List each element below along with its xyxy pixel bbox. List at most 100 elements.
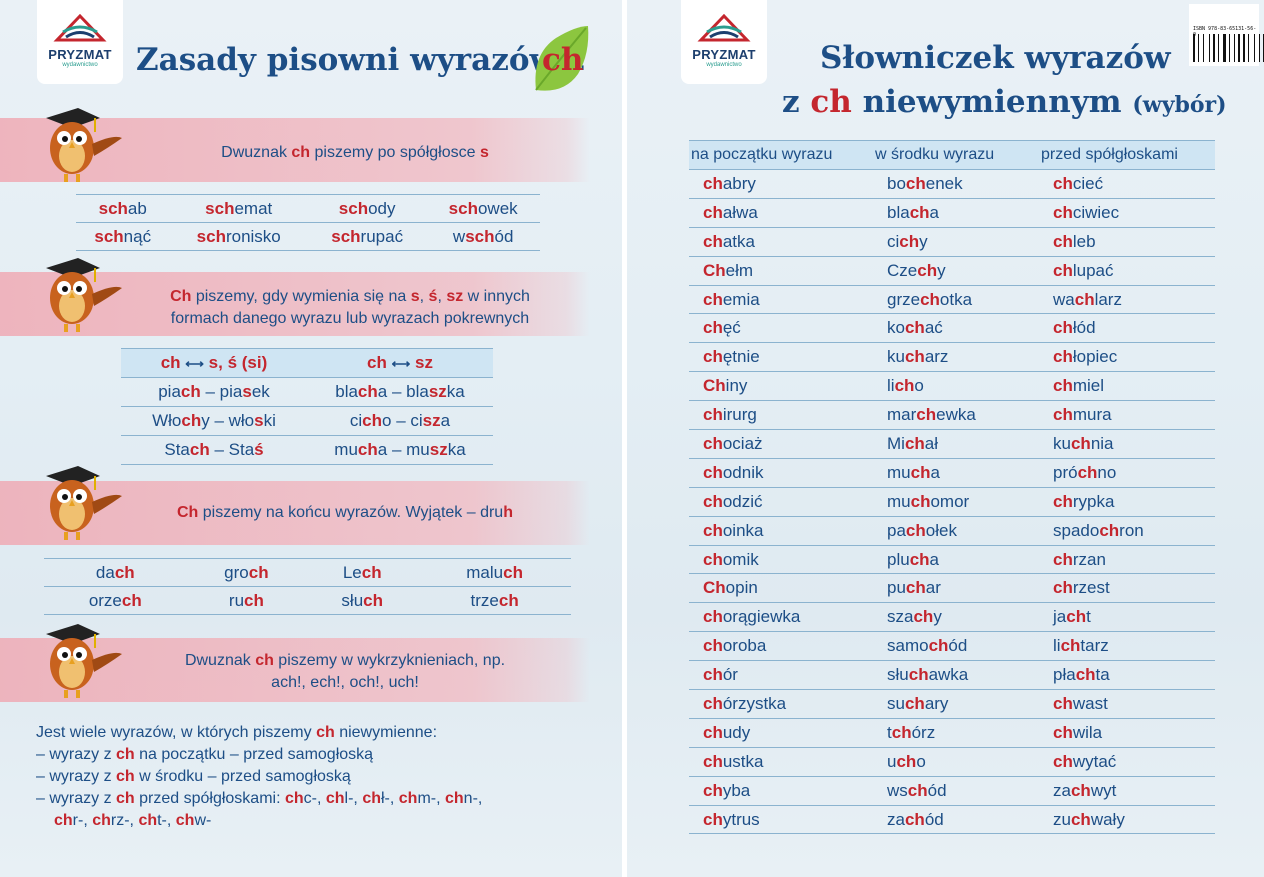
dict-cell: chmiel <box>1039 371 1215 402</box>
dict-text: a <box>929 202 939 222</box>
word-rest: ód <box>494 226 514 246</box>
dict-text: Mi <box>887 433 905 453</box>
word-cell: schronisko <box>169 222 308 251</box>
dict-text: ja <box>1053 607 1067 627</box>
dict-text: opin <box>725 578 758 598</box>
dict-text: otka <box>939 289 973 309</box>
owl-icon <box>46 624 122 698</box>
dict-text: órz <box>911 722 936 742</box>
dict-red: ch <box>894 376 915 396</box>
pair-text: ka <box>447 440 466 459</box>
dict-text: plu <box>887 549 910 569</box>
dict-text: li <box>1053 636 1061 656</box>
pair-cell: Włochy – włoski <box>121 406 307 436</box>
dict-cell: muchomor <box>873 487 1039 517</box>
note-1-ch: ch <box>116 746 135 763</box>
head-sz: sz <box>414 353 433 372</box>
dict-text: ewka <box>936 405 976 425</box>
dict-text: ku <box>1053 433 1071 453</box>
pair-text: – pia <box>200 382 243 401</box>
cluster-ch: ch <box>175 812 195 829</box>
dict-red: ch <box>910 462 931 482</box>
note-4-clusters: chr-, chrz-, cht-, chw- <box>36 810 482 832</box>
rule-band-2 <box>0 272 590 336</box>
note-3-ch: ch <box>116 790 135 807</box>
right-title-small: (wybór) <box>1132 92 1227 118</box>
table-row: dach groch Lech maluch <box>44 558 571 587</box>
dict-text: ustka <box>722 751 764 771</box>
dict-cell: chór <box>689 660 873 691</box>
dict-text: mura <box>1072 405 1112 425</box>
dict-text: zu <box>1053 809 1071 829</box>
barcode-bar <box>1238 34 1240 62</box>
rule-2-s: s <box>410 288 420 305</box>
dict-cell: Chopin <box>689 573 873 604</box>
left-title: Zasady pisowni wyrazów z <box>136 42 585 78</box>
table-row: Stach – Staś mucha – muszka <box>121 435 493 465</box>
dict-cell: Chełm <box>689 256 873 286</box>
dict-cell: zuchwały <box>1039 805 1215 835</box>
dict-cell: chorągiewka <box>689 602 873 633</box>
pair-red: s <box>254 411 264 430</box>
dict-text: ód <box>927 780 947 800</box>
right-title-z: z <box>782 84 811 120</box>
rule-4-pre: Dwuznak <box>184 652 256 669</box>
word-rest: rupać <box>360 226 404 246</box>
rule-band-4 <box>0 638 590 702</box>
dict-cell: kucharz <box>873 342 1039 373</box>
pair-text: o – ci <box>382 411 423 430</box>
col-head-consonants: przed spółgłoskami <box>1039 140 1215 170</box>
dict-text: pa <box>887 520 906 540</box>
note-3-post: przed spółgłoskami: <box>134 790 285 807</box>
dict-cell: chętnie <box>689 342 873 373</box>
dict-red: ch <box>1070 780 1091 800</box>
dict-red: ch <box>905 578 926 598</box>
rule-3-t1: piszemy na końcu wyrazów. Wyjątek – dru <box>198 504 504 521</box>
dict-cell: kochać <box>873 313 1039 344</box>
dict-cell: samochód <box>873 631 1039 662</box>
dict-text: ętnie <box>722 347 760 367</box>
brand-sub: wydawnictwo <box>62 62 98 68</box>
right-title-mid: niewymiennym <box>851 84 1133 120</box>
notes-item-1: – wyrazy z ch na początku – przed samogł… <box>36 744 482 766</box>
dict-text: enek <box>925 173 963 193</box>
dict-red: ch <box>1053 231 1073 251</box>
pair-red: ch <box>189 440 210 459</box>
dict-text: ary <box>924 693 949 713</box>
word-cell: schrupać <box>308 222 427 251</box>
word-red: sch <box>98 198 128 218</box>
word-cell: Lech <box>306 558 419 587</box>
dict-red: ch <box>908 665 929 685</box>
word-red: sch <box>465 226 495 246</box>
dict-red: ch <box>703 173 723 193</box>
word-cell: schab <box>76 194 170 223</box>
dict-text: li <box>887 376 895 396</box>
table-row: chorągiewka szachy jacht <box>689 602 1215 633</box>
dict-cell: chyba <box>689 776 873 806</box>
dict-red: ch <box>1053 202 1073 222</box>
arrow-both-icon: ⟷ <box>185 356 204 371</box>
dict-text: y <box>933 607 942 627</box>
dict-cell: chęć <box>689 313 873 344</box>
dict-cell: chatka <box>689 227 873 257</box>
dict-cell: Chiny <box>689 371 873 402</box>
dict-text: ar <box>925 578 941 598</box>
dict-text: iny <box>725 376 748 396</box>
dict-text: nia <box>1090 433 1114 453</box>
note-2-pre: – wyrazy z <box>36 768 117 785</box>
barcode-bar <box>1218 34 1219 62</box>
dict-cell: Czechy <box>873 256 1039 286</box>
head-ch-1: ch <box>160 353 181 372</box>
table-row: Chełm Czechy chlupać <box>689 256 1215 286</box>
word-red: ch <box>498 590 519 610</box>
dict-red: ch <box>703 665 723 685</box>
dict-red: ch <box>899 231 920 251</box>
word-rest: ru <box>228 590 245 610</box>
dict-red: ch <box>1053 347 1073 367</box>
dict-red: ch <box>1053 318 1073 338</box>
dict-red: ch <box>703 751 723 771</box>
dict-cell: chlupać <box>1039 256 1215 286</box>
table-row: Włochy – włoski cicho – cisza <box>121 406 493 436</box>
notes-intro: Jest wiele wyrazów, w których piszemy ch… <box>36 722 482 744</box>
dict-text: tarz <box>1080 636 1109 656</box>
